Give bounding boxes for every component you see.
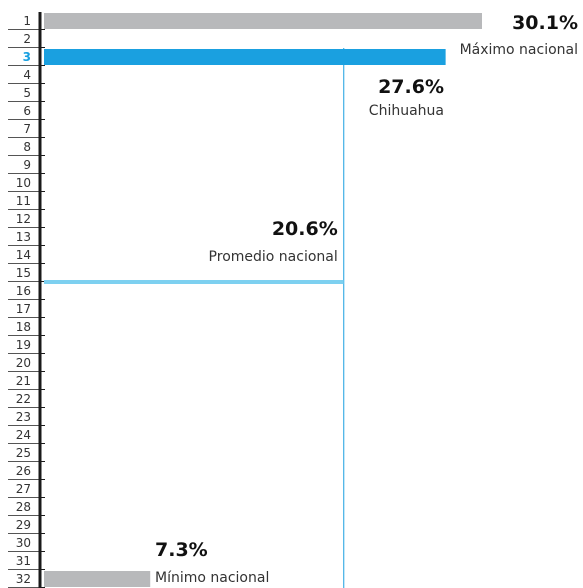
chihuahua-value-label: 27.6% [378, 76, 444, 98]
bar-rank-32 [44, 571, 151, 587]
rank-tick-label: 31 [16, 554, 31, 568]
bar-labels: 30.1% Máximo nacional 27.6% Chihuahua 20.6% P… [155, 12, 578, 586]
rank-axis: 1234567891011121314151617181920212223242… [8, 14, 45, 588]
maximum-description-label: Máximo nacional [460, 42, 578, 58]
rank-tick-label: 10 [16, 176, 31, 190]
maximum-value-label: 30.1% [512, 12, 578, 34]
rank-tick-label: 9 [23, 158, 31, 172]
minimum-value-label: 7.3% [155, 539, 208, 561]
bars [44, 13, 482, 587]
rank-tick-label: 4 [23, 68, 31, 82]
rank-tick-label: 21 [16, 374, 31, 388]
rank-tick-label: 1 [23, 14, 31, 28]
rank-tick-label: 16 [16, 284, 31, 298]
rank-tick-label: 30 [16, 536, 31, 550]
rank-tick-label: 8 [23, 140, 31, 154]
rank-tick-label: 3 [23, 50, 31, 64]
average-description-label: Promedio nacional [209, 249, 338, 265]
rank-tick-label: 22 [16, 392, 31, 406]
rank-tick-label: 25 [16, 446, 31, 460]
minimum-description-label: Mínimo nacional [155, 570, 269, 586]
rank-tick-label: 19 [16, 338, 31, 352]
rank-tick-label: 7 [23, 122, 31, 136]
rank-tick-label: 20 [16, 356, 31, 370]
bar-rank-1 [44, 13, 482, 29]
rank-tick-label: 28 [16, 500, 31, 514]
average-bar [44, 280, 344, 284]
rank-tick-label: 17 [16, 302, 31, 316]
rank-tick-label: 32 [16, 572, 31, 586]
bar-rank-3 [44, 49, 446, 65]
rank-tick-label: 13 [16, 230, 31, 244]
rank-tick-label: 12 [16, 212, 31, 226]
rank-tick-label: 6 [23, 104, 31, 118]
rank-tick-label: 2 [23, 32, 31, 46]
chihuahua-description-label: Chihuahua [369, 103, 444, 119]
rank-tick-label: 15 [16, 266, 31, 280]
rank-tick-label: 18 [16, 320, 31, 334]
rank-tick-label: 11 [16, 194, 31, 208]
average-value-label: 20.6% [272, 218, 338, 240]
rank-tick-label: 23 [16, 410, 31, 424]
rank-tick-label: 5 [23, 86, 31, 100]
rank-tick-label: 14 [16, 248, 31, 262]
rank-tick-label: 26 [16, 464, 31, 478]
rank-tick-label: 29 [16, 518, 31, 532]
rank-tick-label: 24 [16, 428, 31, 442]
rank-tick-label: 27 [16, 482, 31, 496]
